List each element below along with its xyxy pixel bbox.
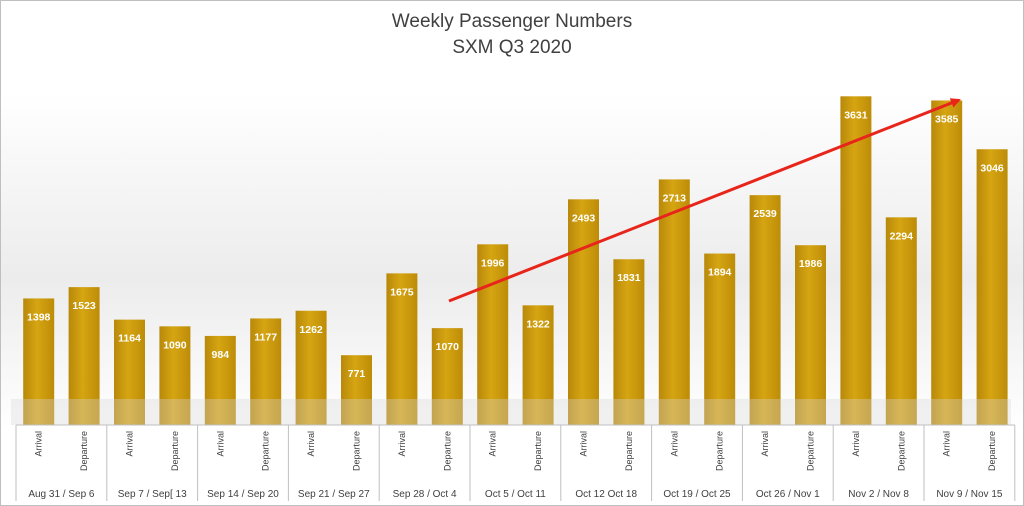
category-tick-label: Departure	[987, 431, 997, 471]
value-label: 771	[348, 368, 366, 380]
bar-departure-1	[68, 287, 100, 425]
value-label: 1164	[118, 333, 141, 345]
week-tick-label: Sep 28 / Oct 4	[393, 489, 457, 500]
bar-departure-13	[613, 259, 645, 425]
value-labels-layer: 1398 1523 1164 1090 984 1177 1262 771 1675 1070 19…	[27, 109, 1004, 380]
category-tick-label: Arrival	[488, 431, 498, 457]
week-tick-label: Oct 5 / Oct 11	[485, 489, 546, 500]
week-tick-label: Oct 26 / Nov 1	[756, 489, 820, 500]
value-label: 1894	[708, 267, 732, 279]
category-tick-label: Departure	[806, 431, 816, 471]
bar-departure-3	[159, 326, 191, 425]
week-tick-label: Oct 12 Oct 18	[575, 489, 637, 500]
category-tick-label: Departure	[261, 431, 271, 471]
value-label: 1322	[526, 318, 550, 330]
bar-arrival-10	[477, 244, 509, 425]
category-tick-label: Departure	[533, 431, 543, 471]
value-label: 1675	[390, 286, 414, 298]
category-tick-label: Arrival	[669, 431, 679, 457]
value-label: 1090	[163, 339, 187, 351]
bar-arrival-2	[114, 319, 145, 425]
week-tick-label: Nov 9 / Nov 15	[936, 489, 1003, 500]
value-label: 2713	[663, 192, 687, 204]
bar-arrival-8	[386, 273, 418, 425]
bar-departure-5	[250, 318, 282, 425]
bar-arrival-18	[840, 96, 872, 425]
category-tick-label: Arrival	[397, 431, 407, 457]
bar-arrival-16	[749, 195, 781, 425]
category-tick-label: Arrival	[34, 431, 44, 457]
bar-departure-9	[431, 328, 463, 425]
value-label: 3631	[844, 109, 868, 121]
bar-departure-19	[885, 217, 917, 425]
category-tick-label: Departure	[352, 431, 362, 471]
category-tick-label: Departure	[715, 431, 725, 471]
category-tick-label: Departure	[896, 431, 906, 471]
value-label: 2539	[753, 208, 777, 220]
week-tick-label: Oct 19 / Oct 25	[663, 489, 731, 500]
category-tick-label: Arrival	[215, 431, 225, 457]
category-tick-label: Arrival	[306, 431, 316, 457]
x-axis: Arrival Departure Arrival Departure Arrival D…	[11, 399, 1016, 501]
bar-arrival-12	[568, 199, 599, 425]
chart-title: Weekly Passenger Numbers	[391, 11, 633, 32]
bar-arrival-14	[658, 179, 690, 425]
value-label: 1523	[72, 300, 96, 312]
value-label: 984	[212, 349, 230, 361]
bar-departure-11	[522, 305, 554, 425]
category-tick-label: Arrival	[942, 431, 952, 457]
category-tick-label: Departure	[79, 431, 89, 471]
value-label: 2294	[890, 230, 914, 242]
value-label: 3585	[935, 113, 959, 125]
value-label: 3046	[980, 162, 1004, 174]
week-tick-label: Sep 7 / Sep[ 13	[118, 489, 187, 500]
value-label: 1986	[799, 258, 823, 270]
value-label: 1262	[299, 324, 323, 336]
value-label: 1177	[254, 331, 277, 343]
bar-departure-7	[341, 355, 372, 425]
category-tick-label: Departure	[624, 431, 634, 471]
category-tick-label: Arrival	[760, 431, 770, 457]
category-tick-label: Arrival	[851, 431, 861, 457]
category-tick-label: Departure	[170, 431, 180, 471]
chart-subtitle: SXM Q3 2020	[452, 37, 572, 58]
value-label: 1398	[27, 311, 51, 323]
bar-arrival-4	[204, 335, 236, 425]
category-tick-label: Arrival	[125, 431, 135, 457]
value-label: 1070	[436, 341, 460, 353]
bar-departure-17	[795, 245, 826, 425]
category-tick-label: Arrival	[579, 431, 589, 457]
bar-departure-21	[976, 149, 1008, 425]
bar-arrival-20	[931, 100, 963, 425]
week-tick-label: Sep 21 / Sep 27	[298, 489, 370, 500]
week-tick-label: Sep 14 / Sep 20	[207, 489, 279, 500]
value-label: 1996	[481, 257, 505, 269]
week-tick-label: Aug 31 / Sep 6	[28, 489, 95, 500]
value-label: 1831	[617, 272, 641, 284]
category-tick-label: Departure	[442, 431, 452, 471]
floor-shadow	[11, 399, 1011, 425]
value-label: 2493	[572, 212, 596, 224]
bars-layer	[23, 96, 1008, 425]
bar-arrival-6	[295, 310, 327, 425]
week-tick-label: Nov 2 / Nov 8	[848, 489, 909, 500]
trend-arrow	[448, 98, 961, 303]
bar-arrival-0	[23, 298, 55, 425]
bar-departure-15	[704, 253, 736, 425]
